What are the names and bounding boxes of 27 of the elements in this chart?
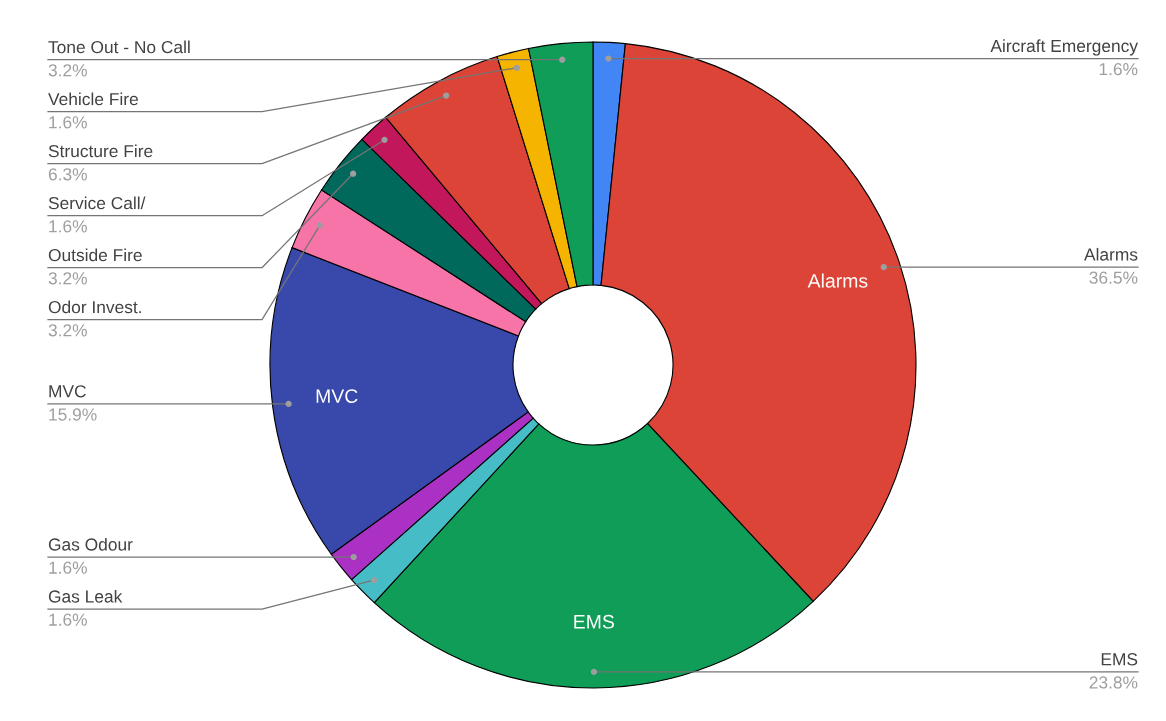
slice-label: MVC	[316, 389, 358, 403]
data-label: 3.2%	[48, 64, 87, 77]
slice-label: Service Call/	[48, 196, 146, 210]
slice-label: Structure Fire	[48, 144, 153, 158]
data-label: 1.6%	[49, 613, 87, 626]
slice-label: Gas Leak	[48, 589, 123, 603]
slice-label: EMS	[1101, 653, 1138, 666]
data-label: 3.2%	[48, 272, 87, 285]
slice-label: Alarms	[807, 273, 868, 288]
slice-label: EMS	[574, 614, 614, 629]
data-label: 15.9%	[49, 408, 97, 421]
slice-label: Aircraft Emergency	[990, 39, 1138, 56]
slice-label: MVC	[49, 385, 86, 398]
data-label: 1.6%	[49, 116, 87, 129]
slice-label: Tone Out - No Call	[48, 40, 190, 54]
data-label: 1.6%	[49, 220, 87, 233]
data-label: 1.6%	[1099, 63, 1138, 76]
data-label: 6.3%	[48, 168, 87, 181]
data-label: 23.8%	[1089, 676, 1138, 689]
data-label: 1.6%	[49, 561, 87, 574]
slice-label: Vehicle Fire	[48, 92, 138, 106]
slice-label: Alarms	[1084, 247, 1138, 261]
slice-label: Odor Invest.	[48, 300, 141, 314]
slice-label: Outside Fire	[48, 248, 142, 262]
data-label: 3.2%	[48, 324, 87, 337]
data-label: 36.5%	[1089, 271, 1138, 284]
slice-label: Gas Odour	[48, 537, 133, 551]
